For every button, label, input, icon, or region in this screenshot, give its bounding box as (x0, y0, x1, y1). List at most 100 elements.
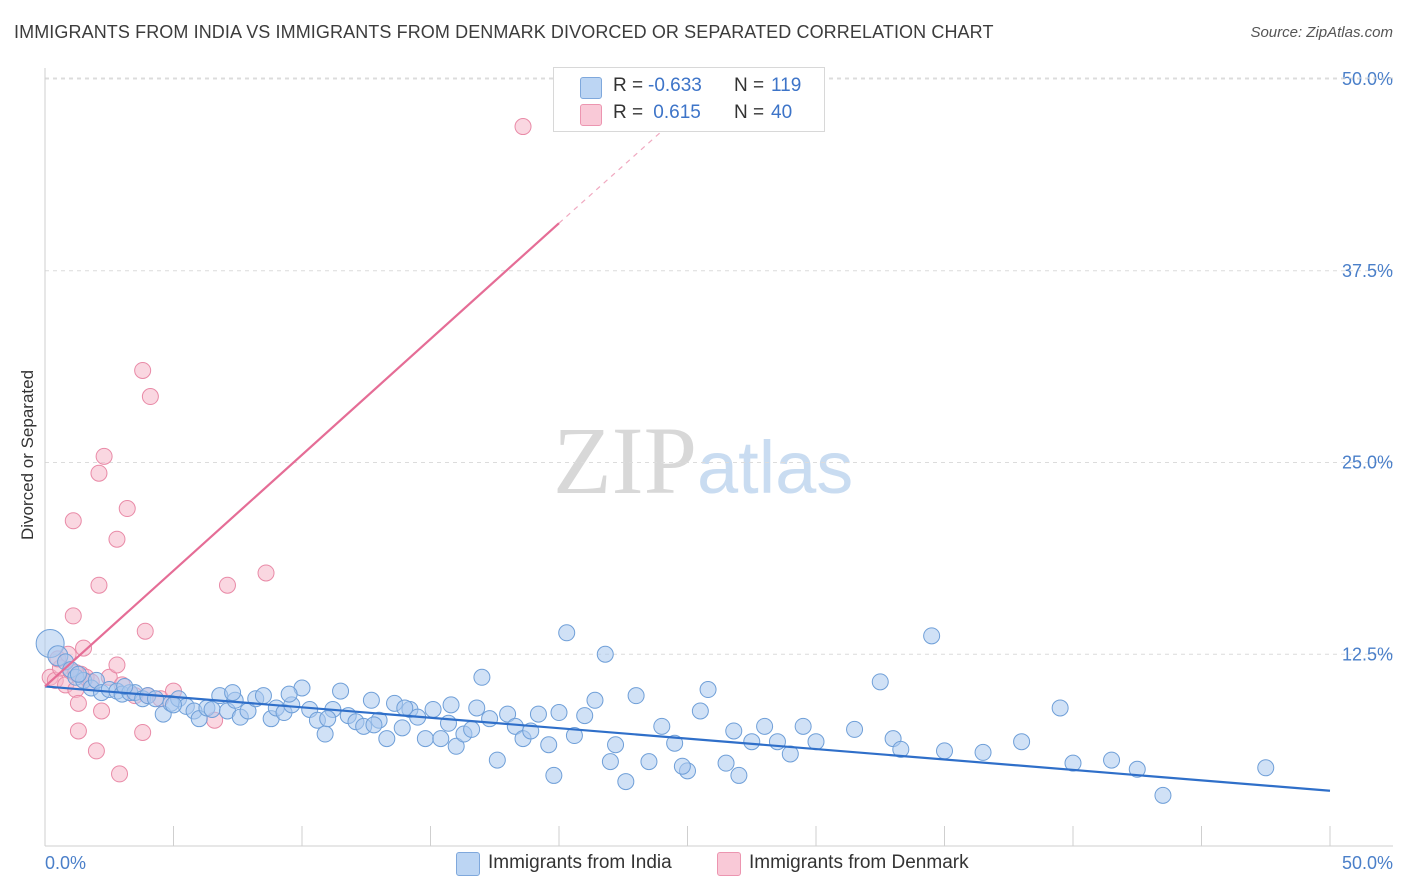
data-point-india (332, 682, 350, 700)
data-point-denmark (95, 447, 113, 465)
data-point-india (565, 727, 583, 745)
legend-n-value-denmark: 40 (771, 102, 793, 123)
data-point-india (1103, 751, 1121, 769)
data-point-india (846, 720, 864, 738)
data-point-india (545, 766, 563, 784)
source-label: Source: ZipAtlas.com (1250, 24, 1393, 41)
data-point-india (280, 685, 298, 703)
data-point-india (224, 684, 242, 702)
data-point-denmark (136, 622, 154, 640)
data-point-india (640, 753, 658, 771)
legend-r-value-india: -0.633 (648, 75, 702, 96)
correlation-legend: R = -0.633 N = 119 R = 0.615 N = 40 (553, 67, 825, 132)
data-point-denmark (141, 388, 159, 406)
data-point-india (362, 691, 380, 709)
trendline-india (44, 685, 1331, 792)
y-tick-label: 37.5% (1342, 261, 1393, 281)
data-point-india (365, 716, 383, 734)
data-point-india (617, 773, 635, 791)
data-point-india (627, 687, 645, 705)
legend-n-label-denmark: N = (734, 102, 770, 123)
y-tick-label: 12.5% (1342, 644, 1393, 664)
data-point-india (442, 696, 460, 714)
data-point-denmark (108, 530, 126, 548)
data-point-denmark (118, 500, 136, 518)
data-point-denmark (69, 722, 87, 740)
data-point-india (1013, 733, 1031, 751)
legend-n-value-india: 119 (771, 75, 802, 96)
data-point-india (1128, 760, 1146, 778)
data-point-india (116, 677, 134, 695)
y-tick-label: 25.0% (1342, 453, 1393, 473)
data-point-india (596, 645, 614, 663)
data-point-denmark (134, 723, 152, 741)
data-point-india (550, 704, 568, 722)
data-point-india (743, 733, 761, 751)
data-point-india (488, 751, 506, 769)
data-point-india (666, 734, 684, 752)
data-point-denmark (108, 656, 126, 674)
data-point-denmark (75, 639, 93, 657)
y-tick-label: 50.0% (1342, 69, 1393, 89)
x-tick-label-min: 0.0% (45, 853, 86, 873)
data-point-denmark (64, 512, 82, 530)
bottom-legend-swatch-india (456, 852, 480, 876)
data-point-india (424, 700, 442, 718)
data-point-denmark (218, 576, 236, 594)
data-point-india (699, 681, 717, 699)
data-point-india (673, 757, 691, 775)
data-point-denmark (111, 765, 129, 783)
data-point-india (468, 699, 486, 717)
data-point-india (1064, 754, 1082, 772)
data-point-india (254, 687, 272, 705)
data-point-india (147, 690, 165, 708)
data-point-india (378, 730, 396, 748)
data-point-india (756, 717, 774, 735)
legend-r-label-denmark: R = (613, 102, 649, 123)
chart-title: IMMIGRANTS FROM INDIA VS IMMIGRANTS FROM… (14, 22, 994, 42)
trendline-denmark-extension (558, 130, 663, 224)
data-point-india (653, 717, 671, 735)
data-point-india (974, 743, 992, 761)
data-point-india (319, 710, 337, 728)
data-point-denmark (134, 361, 152, 379)
data-point-india (481, 710, 499, 728)
watermark-zip: ZIP (553, 407, 697, 514)
data-point-india (794, 717, 812, 735)
legend-r-value-denmark: 0.615 (648, 102, 701, 123)
data-point-denmark (87, 742, 105, 760)
data-point-india (1051, 699, 1069, 717)
bottom-legend-label-denmark: Immigrants from Denmark (749, 852, 969, 873)
data-point-india (607, 736, 625, 754)
data-point-india (807, 733, 825, 751)
data-point-denmark (514, 118, 532, 136)
legend-swatch-denmark (580, 104, 602, 126)
data-point-denmark (93, 702, 111, 720)
watermark-atlas: atlas (697, 426, 854, 509)
data-point-india (447, 737, 465, 755)
bottom-legend-swatch-denmark (717, 852, 741, 876)
data-point-india (432, 730, 450, 748)
data-point-india (473, 668, 491, 686)
legend-swatch-india (580, 77, 602, 99)
data-point-india (396, 699, 414, 717)
data-point-india (316, 725, 334, 743)
data-point-india (416, 730, 434, 748)
data-point-india (558, 624, 576, 642)
data-point-india (463, 720, 481, 738)
data-point-denmark (90, 464, 108, 482)
data-point-india (529, 705, 547, 723)
data-point-india (892, 740, 910, 758)
data-point-india (725, 722, 743, 740)
data-point-india (717, 754, 735, 772)
x-tick-label-max: 50.0% (1342, 853, 1393, 873)
data-point-denmark (90, 576, 108, 594)
data-point-india (1257, 759, 1275, 777)
trendline-denmark (44, 222, 560, 688)
watermark: ZIPatlas (553, 405, 853, 516)
data-point-india (393, 719, 411, 737)
data-point-denmark (257, 564, 275, 582)
data-point-india (540, 736, 558, 754)
data-point-india (165, 696, 182, 714)
